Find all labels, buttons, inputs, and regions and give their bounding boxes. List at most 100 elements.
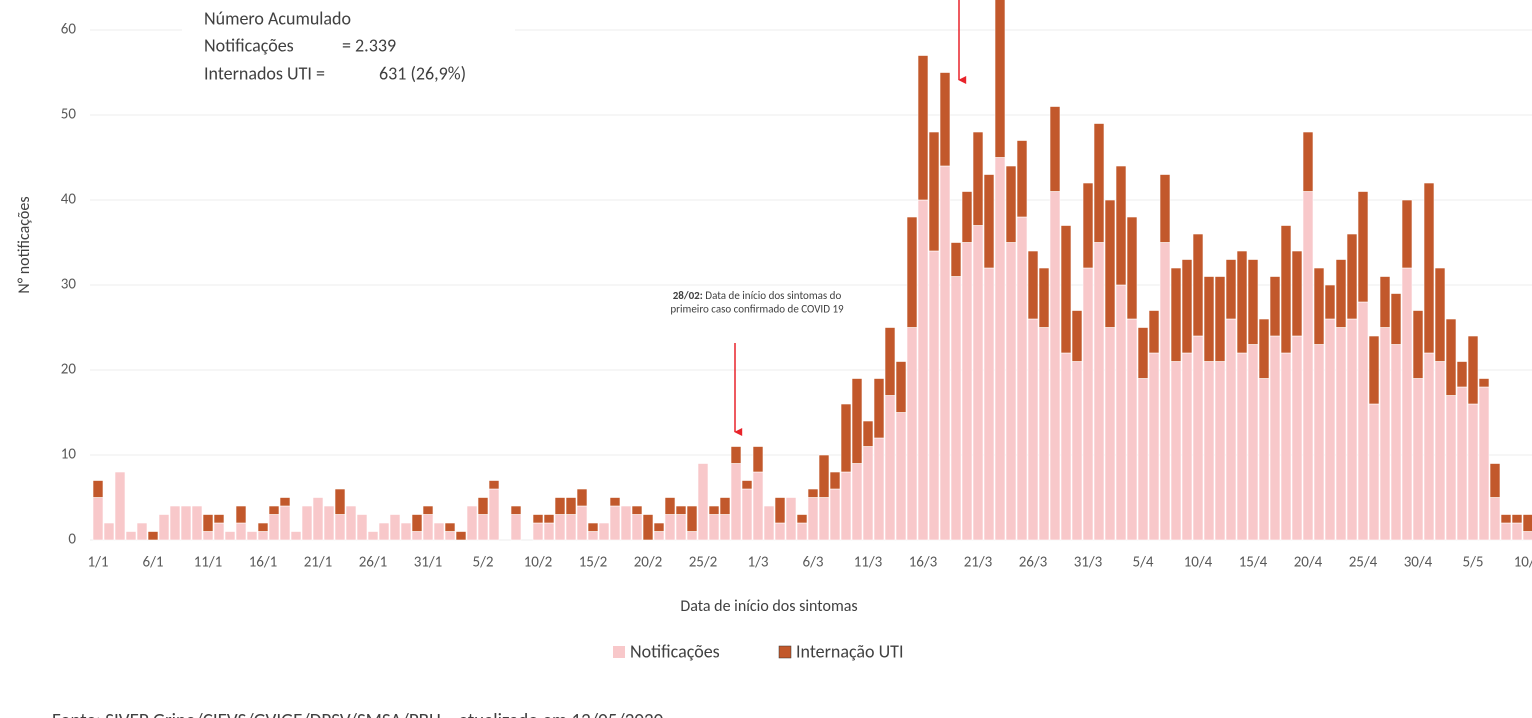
bar-segment bbox=[1203, 276, 1215, 362]
annotation-line: primeiro caso confirmado de COVID 19 bbox=[670, 303, 844, 316]
bar-segment bbox=[301, 505, 313, 541]
bar-segment bbox=[466, 505, 478, 541]
bar-segment bbox=[444, 522, 456, 532]
bar-segment bbox=[1027, 250, 1039, 320]
bar-segment bbox=[906, 216, 918, 328]
bar-segment bbox=[1093, 123, 1105, 243]
x-tick-label: 11/3 bbox=[854, 554, 883, 572]
bar-segment bbox=[1346, 318, 1358, 541]
bar-segment bbox=[1104, 327, 1116, 541]
bar-segment bbox=[1401, 199, 1413, 269]
bar-segment bbox=[1225, 259, 1237, 320]
x-tick-label: 25/2 bbox=[689, 554, 718, 572]
bar-segment bbox=[851, 378, 863, 464]
bar-segment bbox=[774, 522, 786, 541]
bar-segment bbox=[1423, 352, 1435, 541]
bar-segment bbox=[939, 72, 951, 167]
x-tick-label: 5/4 bbox=[1133, 554, 1154, 572]
bar-segment bbox=[587, 531, 599, 541]
bar-segment bbox=[1478, 386, 1490, 541]
bar-segment bbox=[532, 522, 544, 541]
y-tick-label: 50 bbox=[61, 106, 77, 124]
bar-segment bbox=[576, 505, 588, 541]
y-tick-label: 60 bbox=[61, 21, 77, 39]
bar-segment bbox=[1269, 276, 1281, 337]
summary-label: Internados UTI = bbox=[204, 62, 325, 84]
bar-segment bbox=[1335, 259, 1347, 328]
x-tick-label: 26/1 bbox=[359, 554, 388, 572]
bar-segment bbox=[807, 488, 819, 498]
bar-segment bbox=[873, 378, 885, 439]
bar-segment bbox=[730, 463, 742, 541]
bar-segment bbox=[1456, 361, 1468, 388]
bar-segment bbox=[1093, 242, 1105, 541]
x-tick-label: 15/2 bbox=[579, 554, 608, 572]
bar-segment bbox=[1247, 344, 1259, 541]
bar-segment bbox=[1423, 182, 1435, 354]
bar-segment bbox=[1379, 327, 1391, 541]
bar-segment bbox=[235, 522, 247, 541]
bar-segment bbox=[917, 199, 929, 541]
x-tick-label: 11/1 bbox=[194, 554, 223, 572]
bar-segment bbox=[554, 514, 566, 541]
bar-segment bbox=[1258, 378, 1270, 541]
bar-segment bbox=[1390, 344, 1402, 541]
bar-segment bbox=[1412, 310, 1424, 379]
bar-segment bbox=[279, 505, 291, 541]
bar-segment bbox=[664, 497, 676, 515]
y-tick-label: 20 bbox=[61, 361, 77, 379]
x-tick-label: 6/3 bbox=[803, 554, 824, 572]
bar-segment bbox=[807, 497, 819, 541]
bar-segment bbox=[202, 514, 214, 532]
y-tick-label: 10 bbox=[61, 446, 77, 464]
bar-segment bbox=[125, 531, 137, 541]
x-tick-label: 16/1 bbox=[249, 554, 278, 572]
bar-segment bbox=[609, 505, 621, 541]
x-tick-label: 21/1 bbox=[304, 554, 333, 572]
bar-segment bbox=[334, 514, 346, 541]
bar-segment bbox=[554, 497, 566, 515]
bar-segment bbox=[455, 531, 467, 541]
bar-segment bbox=[1115, 165, 1127, 286]
bar-segment bbox=[1522, 531, 1532, 541]
legend-swatch bbox=[613, 646, 625, 658]
bar-segment bbox=[1302, 131, 1314, 192]
bar-segment bbox=[1324, 284, 1336, 320]
bar-segment bbox=[1049, 106, 1061, 192]
bar-segment bbox=[950, 242, 962, 277]
bar-segment bbox=[928, 131, 940, 252]
x-tick-label: 26/3 bbox=[1019, 554, 1048, 572]
bar-segment bbox=[411, 531, 423, 541]
bar-segment bbox=[1357, 301, 1369, 541]
bar-segment bbox=[1192, 233, 1204, 337]
bar-segment bbox=[1170, 361, 1182, 541]
x-tick-label: 16/3 bbox=[909, 554, 938, 572]
bar-segment bbox=[158, 514, 170, 541]
bar-segment bbox=[1148, 352, 1160, 541]
bar-segment bbox=[664, 514, 676, 541]
bar-segment bbox=[1181, 259, 1193, 354]
bar-segment bbox=[1170, 267, 1182, 362]
bar-segment bbox=[1313, 344, 1325, 541]
bar-segment bbox=[928, 250, 940, 541]
bar-segment bbox=[1467, 335, 1479, 405]
bar-segment bbox=[653, 522, 665, 532]
bar-segment bbox=[983, 174, 995, 269]
bar-segment bbox=[708, 505, 720, 515]
bar-segment bbox=[862, 446, 874, 541]
bar-segment bbox=[378, 522, 390, 541]
bar-segment bbox=[972, 225, 984, 541]
bar-segment bbox=[543, 522, 555, 541]
bar-segment bbox=[1038, 267, 1050, 328]
bar-segment bbox=[1511, 522, 1523, 541]
annotation-bold: 28/02: bbox=[673, 289, 703, 302]
bar-segment bbox=[191, 505, 203, 541]
bar-segment bbox=[587, 522, 599, 532]
bar-segment bbox=[961, 242, 973, 541]
x-tick-label: 10/4 bbox=[1184, 554, 1213, 572]
x-tick-label: 30/4 bbox=[1404, 554, 1433, 572]
bar-segment bbox=[510, 514, 522, 541]
bar-segment bbox=[1412, 378, 1424, 541]
